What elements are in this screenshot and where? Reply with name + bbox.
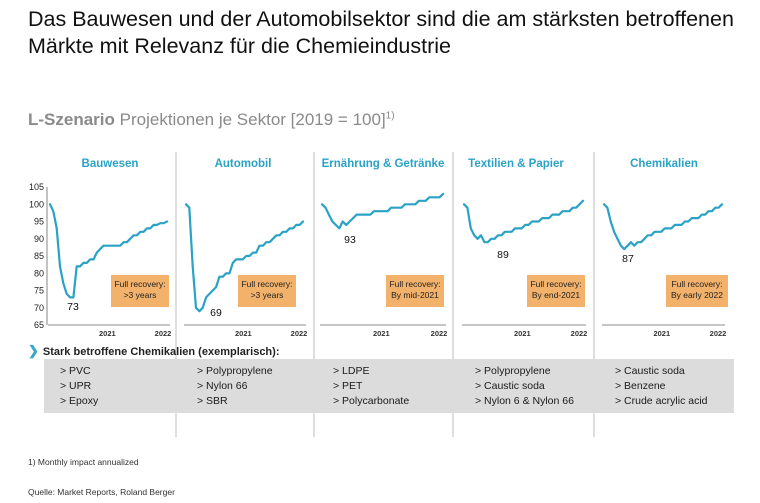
chemicals-list-ernaehrung: > LDPE > PET > Polycarbonate [333, 364, 409, 409]
trough-label: 93 [344, 234, 356, 246]
list-item: > PVC [60, 365, 91, 377]
y-tick-label: 100 [29, 199, 44, 209]
list-item: > Polypropylene [197, 365, 273, 377]
chemicals-list-bauwesen: > PVC > UPR > Epoxy [60, 364, 98, 409]
sector-title: Automobil [215, 158, 272, 170]
chart-subtitle: L-Szenario Projektionen je Sektor [2019 … [28, 110, 395, 130]
subtitle-text: Projektionen je Sektor [2019 = 100] [114, 110, 386, 129]
recovery-box [527, 275, 585, 307]
recovery-label: By mid-2021 [391, 290, 439, 300]
list-item: > SBR [197, 395, 228, 407]
chevron-right-icon: ❯ [28, 343, 39, 358]
list-item: > Polypropylene [475, 365, 551, 377]
recovery-label: Full recovery: [114, 279, 165, 289]
chemicals-list-textilien: > Polypropylene > Caustic soda > Nylon 6… [475, 364, 574, 409]
chemicals-row-header-text: Stark betroffene Chemikalien (exemplaris… [42, 346, 280, 358]
recovery-label: >3 years [124, 290, 157, 300]
recovery-label: Full recovery: [389, 279, 440, 289]
page-title: Das Bauwesen und der Automobilsektor sin… [28, 7, 734, 58]
list-item: > Epoxy [60, 395, 99, 407]
x-tick-label: 2022 [571, 329, 588, 338]
x-tick-label: 2021 [235, 329, 252, 338]
recovery-box [666, 275, 728, 307]
chemicals-band [44, 359, 734, 413]
recovery-label: By early 2022 [671, 290, 723, 300]
series-line [320, 192, 445, 230]
y-tick-label: 95 [34, 217, 44, 227]
sector-title: Ernährung & Getränke [322, 158, 445, 170]
list-item: > Nylon 6 & Nylon 66 [475, 395, 574, 407]
x-tick-label: 2022 [291, 329, 308, 338]
series-line [462, 199, 585, 244]
trough-label: 69 [210, 307, 222, 319]
list-item: > Polycarbonate [333, 395, 410, 407]
y-tick-label: 80 [34, 268, 44, 278]
y-tick-label: 105 [29, 182, 44, 192]
list-item: > LDPE [333, 365, 370, 377]
list-item: > Benzene [615, 380, 666, 392]
scenario-label: L-Szenario [28, 110, 115, 129]
chemicals-list-chemikalien: > Caustic soda > Benzene > Crude acrylic… [615, 364, 708, 409]
y-tick-label: 85 [34, 251, 44, 261]
x-tick-label: 2021 [373, 329, 390, 338]
list-item: > Nylon 66 [197, 380, 248, 392]
list-item: > Crude acrylic acid [615, 395, 708, 407]
recovery-box [386, 275, 444, 307]
y-tick-label: 70 [34, 303, 44, 313]
recovery-label: >3 years [251, 290, 284, 300]
y-tick-label: 75 [34, 286, 44, 296]
x-tick-label: 2022 [710, 329, 727, 338]
recovery-box [238, 275, 296, 307]
sector-title: Chemikalien [630, 158, 698, 170]
trough-label: 73 [67, 301, 79, 313]
series-line [602, 203, 724, 251]
recovery-label: Full recovery: [671, 279, 722, 289]
trough-label: 87 [622, 253, 634, 265]
x-tick-label: 2022 [155, 329, 172, 338]
chemicals-row-header: ❯ Stark betroffene Chemikalien (exemplari… [28, 343, 279, 359]
y-tick-label: 65 [34, 320, 44, 330]
recovery-label: Full recovery: [530, 279, 581, 289]
x-tick-label: 2021 [99, 329, 116, 338]
x-tick-label: 2021 [514, 329, 531, 338]
list-item: > PET [333, 380, 363, 392]
recovery-box [111, 275, 169, 307]
y-tick-label: 90 [34, 234, 44, 244]
list-item: > Caustic soda [475, 380, 545, 392]
subtitle-footnote-mark: 1) [385, 110, 395, 122]
x-tick-label: 2022 [431, 329, 448, 338]
trough-label: 89 [497, 249, 509, 261]
recovery-label: By end-2021 [532, 290, 580, 300]
x-tick-label: 2021 [653, 329, 670, 338]
chemicals-list-automobil: > Polypropylene > Nylon 66 > SBR [197, 364, 273, 409]
footnote: 1) Monthly impact annualized [28, 457, 139, 467]
source-note: Quelle: Market Reports, Roland Berger [28, 487, 175, 497]
sector-title: Bauwesen [82, 158, 139, 170]
series-line [48, 203, 169, 299]
list-item: > UPR [60, 380, 92, 392]
recovery-label: Full recovery: [241, 279, 292, 289]
sector-title: Textilien & Papier [468, 158, 564, 170]
series-line [184, 203, 305, 313]
list-item: > Caustic soda [615, 365, 685, 377]
